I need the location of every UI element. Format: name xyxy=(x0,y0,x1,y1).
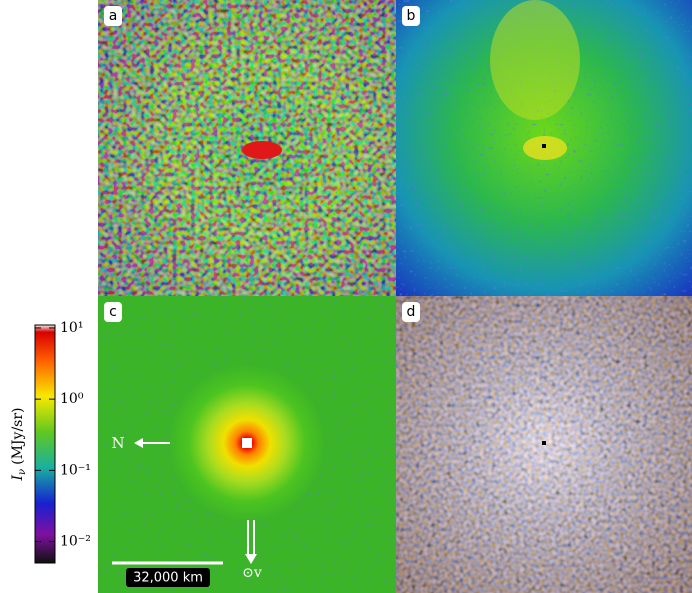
colorbar xyxy=(34,324,56,564)
colorbar-tick-label: 10¹ xyxy=(60,320,83,336)
panel-label-box xyxy=(104,6,122,26)
symbol: I xyxy=(10,475,26,482)
panel-label: c xyxy=(109,304,117,320)
unit: (MJy/sr) xyxy=(10,408,26,465)
scale-box xyxy=(126,568,210,587)
nucleus xyxy=(242,438,252,448)
velocity-arrow-head xyxy=(245,554,257,564)
velocity-label: ⊙v xyxy=(242,565,262,581)
scale-label: 32,000 km xyxy=(133,571,203,586)
colorbar-tick-label: 10⁻² xyxy=(60,534,91,550)
panel-label-box xyxy=(402,6,420,26)
panel-label: d xyxy=(407,304,416,320)
nucleus xyxy=(542,441,546,445)
panel-label-box xyxy=(402,302,420,322)
north-arrow-head xyxy=(134,438,143,448)
subscript: ν xyxy=(17,469,28,475)
north-label: N xyxy=(111,434,124,452)
coma xyxy=(242,141,282,159)
panel-label: b xyxy=(407,8,416,24)
colorbar-label: Iν (MJy/sr) xyxy=(10,408,28,482)
nucleus xyxy=(542,144,546,148)
colorbar-tick-label: 10⁰ xyxy=(60,391,84,407)
panel-label: a xyxy=(109,8,118,24)
coma xyxy=(490,0,580,120)
panel-label-box xyxy=(104,302,122,322)
colorbar-tick-label: 10⁻¹ xyxy=(60,462,91,478)
